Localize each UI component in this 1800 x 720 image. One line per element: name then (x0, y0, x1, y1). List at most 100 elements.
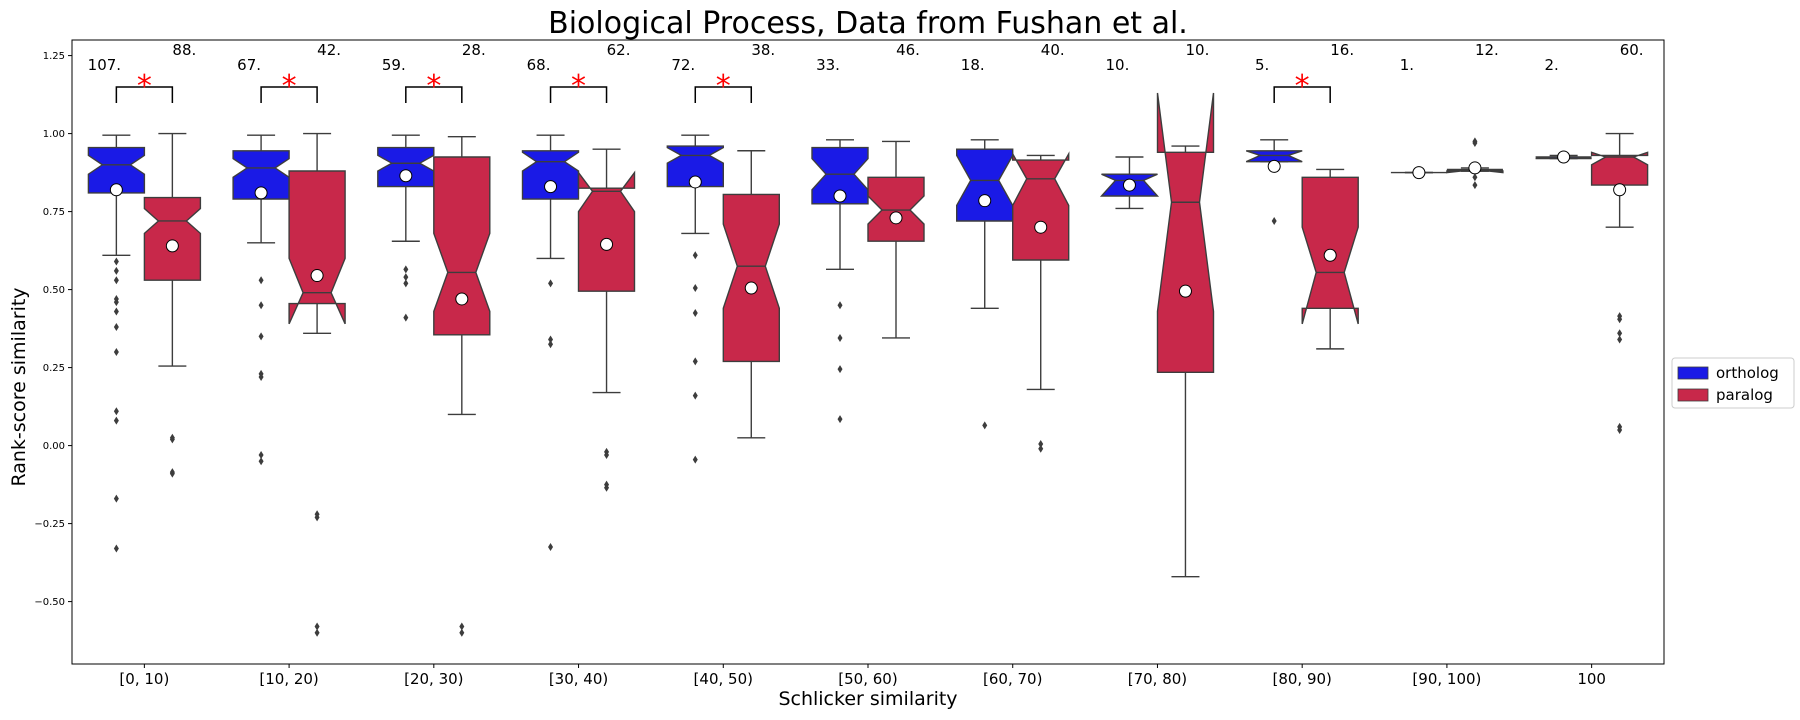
mean-marker (600, 237, 614, 251)
mean-marker (688, 175, 702, 189)
count-label-paralog: 16. (1330, 41, 1354, 59)
box-body (1012, 151, 1070, 261)
y-tick-label: 1.00 (43, 129, 65, 140)
box-ortholog-1: 67. (232, 56, 290, 466)
flier-point (692, 455, 698, 464)
flier-point (113, 307, 119, 316)
flier-point (1617, 426, 1623, 434)
flier-point (403, 313, 409, 322)
box-body (867, 176, 925, 242)
significance-bracket (549, 86, 608, 103)
mean-marker (1178, 284, 1192, 298)
x-tick-label: [40, 50) (694, 670, 753, 688)
box-paralog-0: 88. (143, 41, 202, 478)
count-label-ortholog: 59. (382, 56, 406, 74)
significance-star: * (1295, 69, 1310, 104)
mean-marker (1613, 183, 1627, 197)
legend-swatch-ortholog (1677, 366, 1709, 380)
x-tick-label: [90, 100) (1412, 670, 1481, 688)
flier-point (314, 513, 320, 522)
count-label-paralog: 88. (172, 41, 196, 59)
box-body (433, 156, 491, 336)
box-ortholog-5: 33. (811, 56, 869, 424)
y-tick-label: 0.75 (43, 207, 65, 218)
box-body (666, 145, 724, 188)
flier-point (113, 416, 119, 425)
flier-point (113, 276, 119, 285)
flier-point (1038, 440, 1044, 449)
legend-label-paralog: paralog (1716, 386, 1773, 404)
flier-point (837, 365, 843, 374)
y-tick-label: −0.25 (34, 519, 65, 530)
significance-bracket (1273, 86, 1331, 103)
significance-bracket (694, 86, 753, 103)
flier-point (403, 279, 409, 288)
x-tick-label: [30, 40) (549, 670, 608, 688)
legend-label-ortholog: ortholog (1716, 364, 1779, 382)
flier-point (258, 276, 264, 285)
flier-point (113, 266, 119, 275)
flier-point (113, 544, 119, 553)
flier-point (169, 469, 175, 478)
box-ortholog-9: 1. (1390, 56, 1447, 180)
flier-point (113, 407, 119, 416)
count-label-ortholog: 2. (1544, 56, 1558, 74)
box-ortholog-2: 59. (377, 56, 435, 322)
mean-marker (1557, 150, 1571, 164)
significance-star: * (571, 69, 586, 104)
x-tick-label: [70, 80) (1128, 670, 1187, 688)
flier-point (692, 251, 698, 260)
count-label-ortholog: 107. (88, 56, 121, 74)
flier-point (113, 257, 119, 266)
flier-point (113, 494, 119, 503)
mean-marker (833, 189, 847, 203)
flier-point (403, 273, 409, 282)
legend-swatch-paralog (1677, 388, 1709, 402)
mean-marker (310, 269, 324, 283)
count-label-paralog: 42. (317, 41, 341, 59)
y-tick-label: 1.25 (43, 51, 65, 62)
box-paralog-9: 12. (1446, 41, 1504, 190)
x-tick-label: 100 (1577, 670, 1606, 688)
mean-marker (399, 169, 413, 183)
flier-point (548, 340, 554, 349)
count-label-paralog: 10. (1186, 41, 1210, 59)
count-label-paralog: 46. (896, 41, 920, 59)
flier-point (1617, 335, 1623, 344)
flier-point (604, 450, 610, 459)
flier-point (548, 279, 554, 288)
box-body (577, 170, 636, 292)
flier-point (258, 457, 264, 466)
mean-marker (1323, 248, 1337, 262)
y-axis-title: Rank-score similarity (8, 287, 30, 486)
box-body (87, 146, 146, 194)
box-body (722, 193, 780, 363)
mean-marker (889, 211, 903, 225)
count-label-ortholog: 10. (1106, 56, 1130, 74)
box-ortholog-10: 2. (1535, 56, 1592, 164)
flier-point (837, 301, 843, 310)
box-paralog-3: 62. (577, 41, 636, 492)
x-tick-label: [50, 60) (838, 670, 897, 688)
mean-marker (165, 239, 179, 253)
mean-marker (455, 292, 469, 306)
legend: ortholog paralog (1671, 357, 1795, 409)
significance-star: * (137, 69, 152, 104)
significance-bracket (115, 86, 174, 103)
flier-point (548, 543, 554, 551)
count-label-ortholog: 72. (671, 56, 695, 74)
x-tick-label: [80, 90) (1272, 670, 1331, 688)
flier-point (1617, 329, 1623, 338)
box-body (1446, 168, 1504, 174)
box-ortholog-8: 5. (1245, 56, 1303, 225)
box-paralog-7: 10. (1156, 41, 1215, 578)
box-body (143, 196, 202, 281)
flier-point (1038, 444, 1044, 453)
box-body (1156, 92, 1215, 373)
flier-point (314, 622, 320, 631)
count-label-paralog: 40. (1041, 41, 1065, 59)
y-tick-label: 0.25 (43, 363, 65, 374)
flier-point (459, 622, 465, 631)
chart-title: Biological Process, Data from Fushan et … (548, 6, 1188, 41)
